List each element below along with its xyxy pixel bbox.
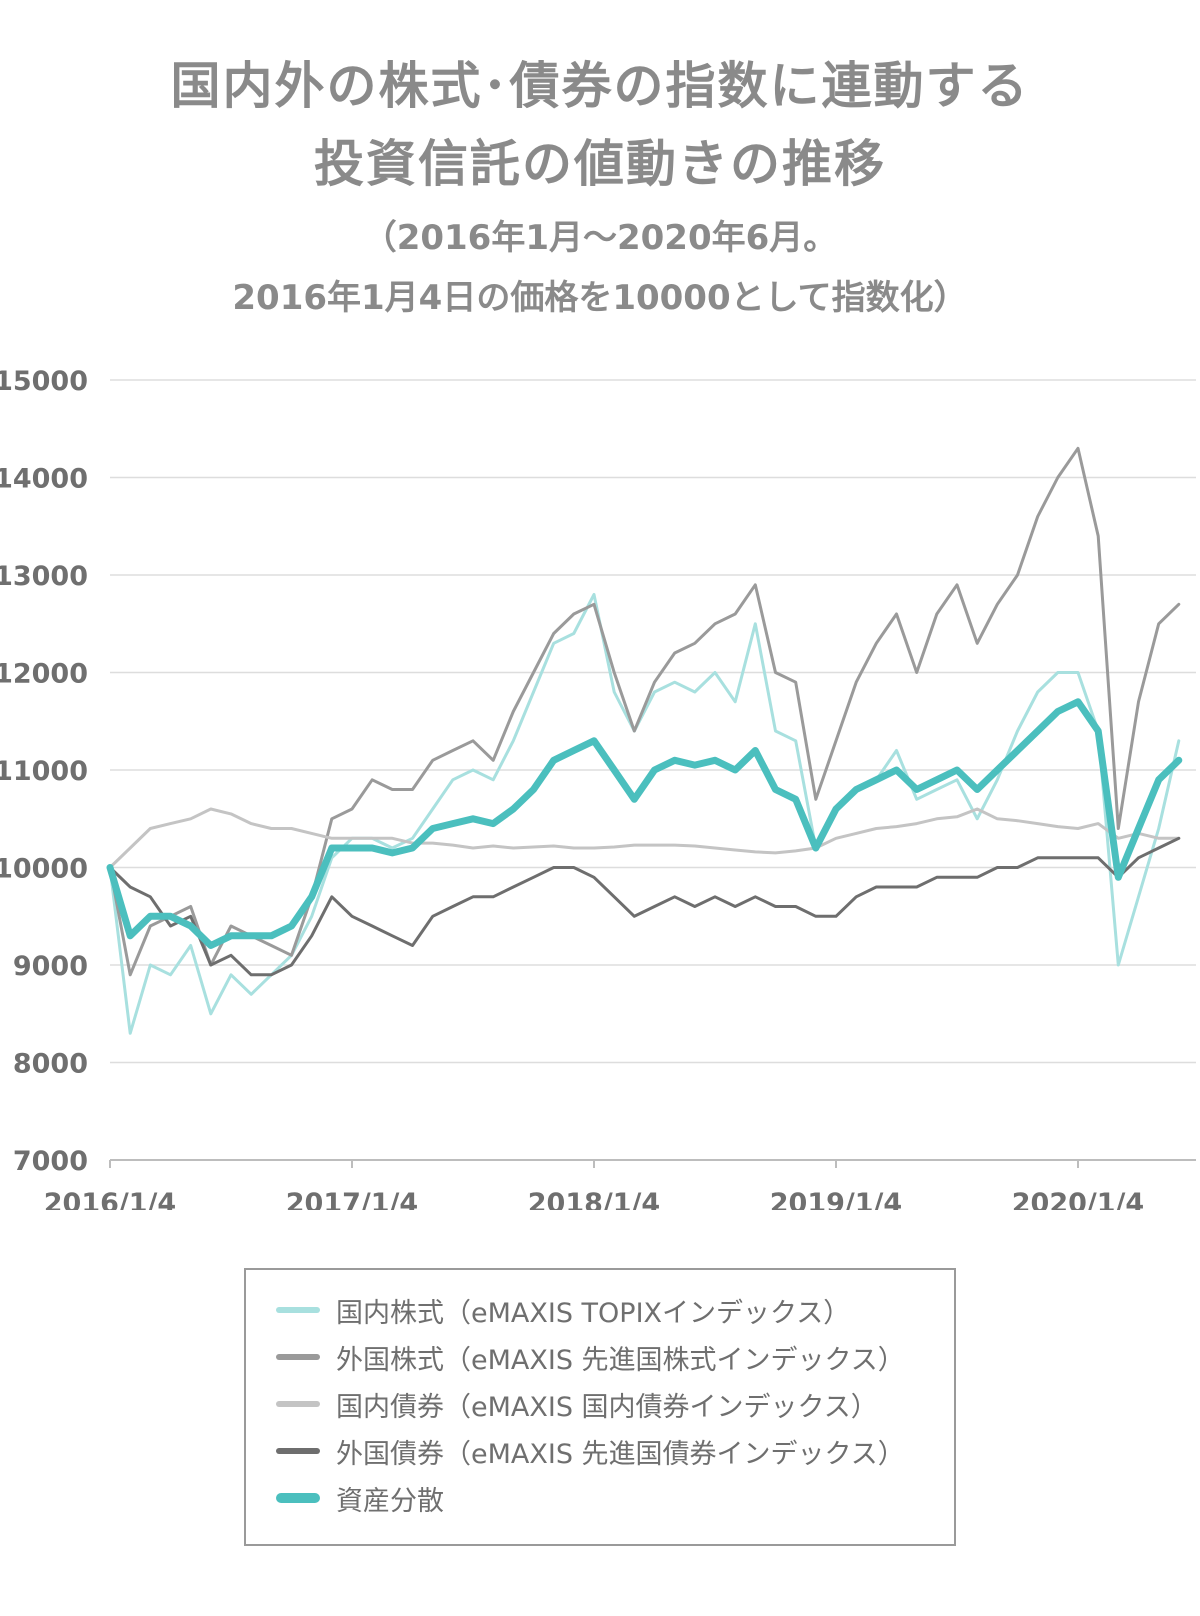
legend-label-domestic-bond: 国内債券（eMAXIS 国内債券インデックス）: [336, 1391, 878, 1423]
legend-label-domestic-stock: 国内株式（eMAXIS TOPIXインデックス）: [336, 1297, 851, 1329]
chart-subtitle-line-2: 2016年1月4日の価格を10000として指数化）: [232, 278, 968, 318]
legend-item-domestic-bond: 国内債券（eMAXIS 国内債券インデックス）: [276, 1384, 878, 1424]
legend-swatch-domestic-bond: [276, 1401, 320, 1407]
y-tick-label: 7000: [13, 1146, 88, 1177]
x-axis-ticks: 2016/1/4 2017/1/4 2018/1/4 2019/1/4 2020/1/4: [44, 1160, 1144, 1210]
x-tick-label: 2017/1/4: [286, 1188, 418, 1210]
y-axis-ticks: 15000 14000 13000 12000 11000 10000 9000 8000 70…: [0, 366, 88, 1177]
series-line-diversified: [106, 698, 1183, 949]
y-tick-label: 9000: [13, 951, 88, 982]
y-tick-label: 10000: [0, 854, 88, 885]
legend-label-diversified: 資産分散: [336, 1485, 444, 1517]
y-tick-label: 8000: [13, 1049, 88, 1080]
legend-swatch-foreign-bond: [276, 1448, 320, 1454]
y-tick-label: 13000: [0, 561, 88, 592]
chart-title-line-2: 投資信託の値動きの推移: [314, 135, 886, 193]
legend-label-foreign-bond: 外国債券（eMAXIS 先進国債券インデックス）: [336, 1438, 905, 1470]
legend-item-domestic-stock: 国内株式（eMAXIS TOPIXインデックス）: [276, 1290, 850, 1330]
y-tick-label: 15000: [0, 366, 88, 397]
chart-title-line-1: 国内外の株式･債券の指数に連動する: [170, 57, 1030, 115]
legend-item-foreign-stock: 外国株式（eMAXIS 先進国株式インデックス）: [276, 1337, 905, 1377]
series-lines: [106, 446, 1183, 1035]
y-tick-label: 14000: [0, 464, 88, 495]
legend: 国内株式（eMAXIS TOPIXインデックス） 外国株式（eMAXIS 先進国…: [244, 1268, 956, 1546]
legend-swatch-diversified: [276, 1493, 320, 1503]
legend-label-foreign-stock: 外国株式（eMAXIS 先進国株式インデックス）: [336, 1344, 905, 1376]
x-tick-label: 2020/1/4: [1012, 1188, 1144, 1210]
x-tick-label: 2018/1/4: [528, 1188, 660, 1210]
line-chart: 15000 14000 13000 12000 11000 10000 9000 8000 70…: [0, 366, 1196, 1210]
series-line-foreign-stock: [108, 446, 1181, 977]
chart-subtitle-line-1: （2016年1月～2020年6月。: [362, 218, 838, 258]
series-line-domestic-stock: [108, 593, 1181, 1035]
y-tick-label: 11000: [0, 756, 88, 787]
series-line-domestic-bond: [108, 807, 1181, 869]
legend-swatch-domestic-stock: [276, 1307, 320, 1313]
x-tick-label: 2019/1/4: [770, 1188, 902, 1210]
y-tick-label: 12000: [0, 659, 88, 690]
legend-item-diversified: 資産分散: [276, 1478, 444, 1518]
series-line-foreign-bond: [108, 836, 1181, 977]
legend-swatch-foreign-stock: [276, 1354, 320, 1360]
legend-item-foreign-bond: 外国債券（eMAXIS 先進国債券インデックス）: [276, 1431, 905, 1471]
x-tick-label: 2016/1/4: [44, 1188, 176, 1210]
